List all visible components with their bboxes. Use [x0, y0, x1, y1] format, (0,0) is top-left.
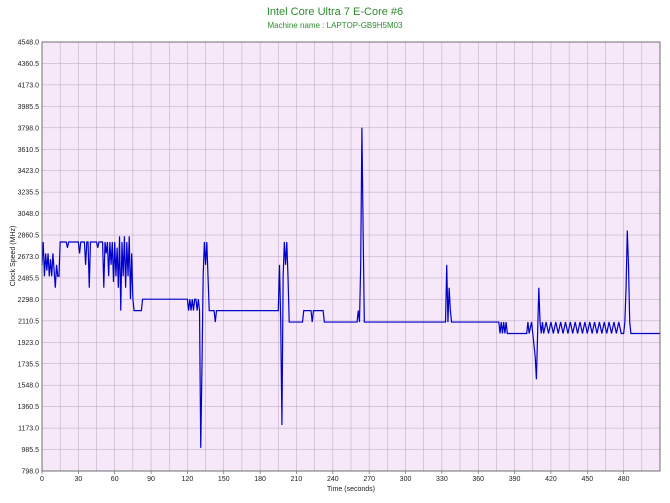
x-tick-label: 240 — [327, 476, 339, 483]
x-tick-label: 360 — [472, 476, 484, 483]
grid — [41, 41, 661, 472]
plot-frame — [41, 41, 661, 472]
y-tick-label: 2673.0 — [18, 254, 40, 261]
y-tick-label: 1173.0 — [18, 426, 39, 433]
y-tick-label: 3048.0 — [18, 211, 40, 218]
clock-speed-line — [41, 127, 660, 448]
y-tick-label: 2485.5 — [18, 275, 40, 282]
y-tick-label: 4548.0 — [18, 40, 40, 47]
x-axis-label: Time (seconds) — [327, 486, 375, 493]
y-tick-label: 1923.0 — [18, 340, 40, 347]
y-tick-label: 2110.5 — [18, 318, 39, 325]
y-tick-label: 4173.0 — [18, 82, 40, 89]
y-axis-label: Clock Speed (MHz) — [10, 226, 17, 287]
x-tick-label: 450 — [581, 476, 593, 483]
y-tick-label: 2860.5 — [18, 233, 40, 240]
x-tick-label: 210 — [291, 476, 303, 483]
x-tick-label: 90 — [147, 476, 155, 483]
x-tick-label: 120 — [182, 476, 194, 483]
y-tick-label: 3610.5 — [18, 147, 40, 154]
x-tick-label: 150 — [218, 476, 230, 483]
x-tick-label: 0 — [40, 476, 44, 483]
y-tick-label: 3235.5 — [18, 190, 40, 197]
x-tick-label: 330 — [436, 476, 448, 483]
x-tick-label: 480 — [618, 476, 630, 483]
x-tick-label: 390 — [509, 476, 521, 483]
x-tick-label: 30 — [74, 476, 82, 483]
chart-title: Intel Core Ultra 7 E-Core #6 — [266, 6, 404, 18]
x-tick-label: 420 — [545, 476, 557, 483]
y-tick-label: 1735.5 — [18, 361, 40, 368]
chart-subtitle: Machine name : LAPTOP-GB9H5M03 — [267, 21, 403, 30]
x-axis: 0 30 60 90 120 150 180 210 240 270 300 330 360 390 420… — [40, 471, 630, 483]
y-tick-label: 2298.0 — [18, 297, 40, 304]
x-tick-label: 60 — [111, 476, 119, 483]
y-tick-label: 3423.0 — [18, 168, 40, 175]
y-tick-label: 1360.5 — [18, 404, 40, 411]
x-tick-label: 180 — [254, 476, 266, 483]
y-tick-label: 1548.0 — [18, 383, 40, 390]
y-tick-label: 3798.0 — [18, 125, 40, 132]
x-tick-label: 300 — [400, 476, 412, 483]
y-tick-label: 4360.5 — [18, 61, 40, 68]
y-tick-label: 985.5 — [21, 447, 39, 454]
y-axis: 798.0 985.5 1173.0 1360.5 1548.0 1735.5 1923.0… — [18, 40, 40, 476]
x-tick-label: 270 — [363, 476, 375, 483]
y-tick-label: 3985.5 — [18, 104, 40, 111]
y-tick-label: 798.0 — [21, 469, 39, 476]
